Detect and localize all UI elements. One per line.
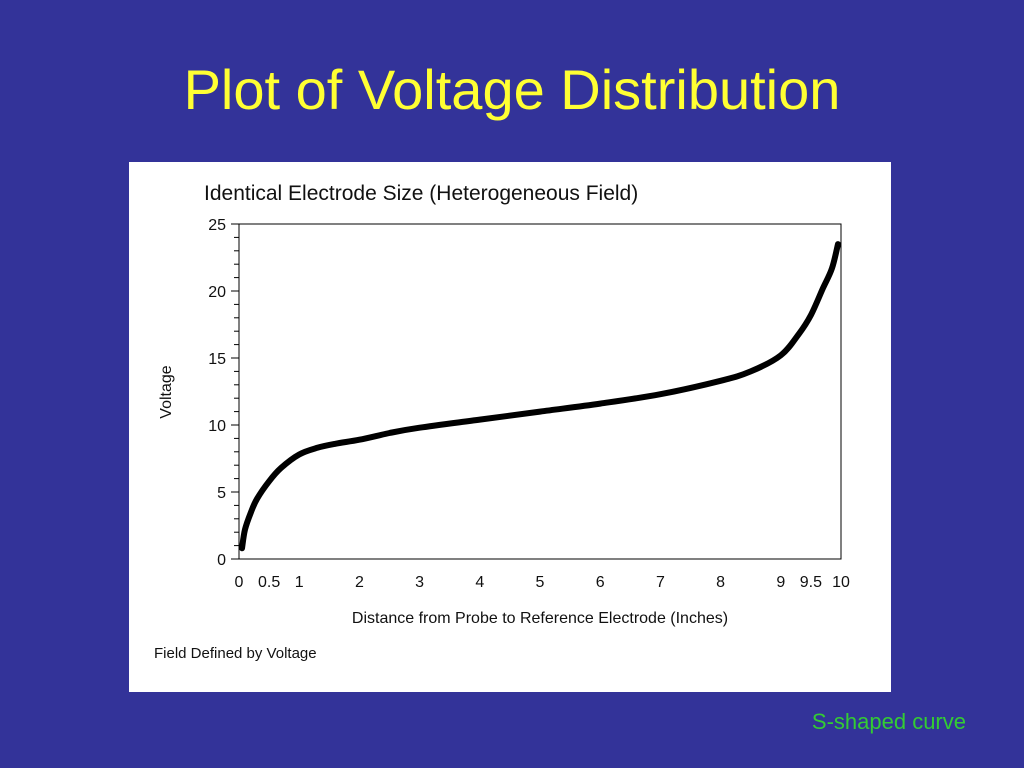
plot-frame	[238, 223, 842, 560]
x-tick-label-main-7: 7	[656, 574, 665, 591]
x-tick-label-extra-1: 9.5	[800, 574, 822, 591]
y-axis-label: Voltage	[158, 365, 175, 418]
x-tick-label-main-1: 1	[295, 574, 304, 591]
voltage-distribution-chart: Identical Electrode Size (Heterogeneous …	[154, 182, 850, 662]
x-tick-label-main-5: 5	[536, 574, 545, 591]
voltage-curve	[239, 241, 841, 552]
y-tick-label-5: 25	[208, 217, 226, 234]
slide-caption: S-shaped curve	[811, 709, 966, 734]
x-tick-label-extra-0: 0.5	[258, 574, 280, 591]
x-tick-label-main-3: 3	[415, 574, 424, 591]
y-tick-label-1: 5	[217, 485, 226, 502]
y-tick-label-4: 20	[208, 284, 226, 301]
chart-footnote: Field Defined by Voltage	[154, 645, 317, 662]
x-tick-label-main-6: 6	[596, 574, 605, 591]
y-axis-ticks: 0 5 10 15 20 25	[208, 217, 239, 569]
x-tick-label-main-8: 8	[716, 574, 725, 591]
y-tick-label-2: 10	[208, 418, 226, 435]
chart-figure: Identical Electrode Size (Heterogeneous …	[129, 162, 891, 692]
chart-title: Identical Electrode Size (Heterogeneous …	[204, 182, 638, 205]
x-tick-label-main-4: 4	[475, 574, 484, 591]
y-tick-label-3: 15	[208, 351, 226, 368]
x-axis-label: Distance from Probe to Reference Electro…	[352, 610, 728, 627]
x-tick-label-main-0: 0	[235, 574, 244, 591]
x-tick-label-main-10: 10	[832, 574, 850, 591]
x-tick-label-main-2: 2	[355, 574, 364, 591]
y-tick-label-0: 0	[217, 552, 226, 569]
x-axis-ticks: 0 1 2 3 4 5 6 7 8 9 10 0.5 9.5	[235, 574, 850, 591]
x-tick-label-main-9: 9	[776, 574, 785, 591]
slide-title: Plot of Voltage Distribution	[183, 58, 841, 121]
